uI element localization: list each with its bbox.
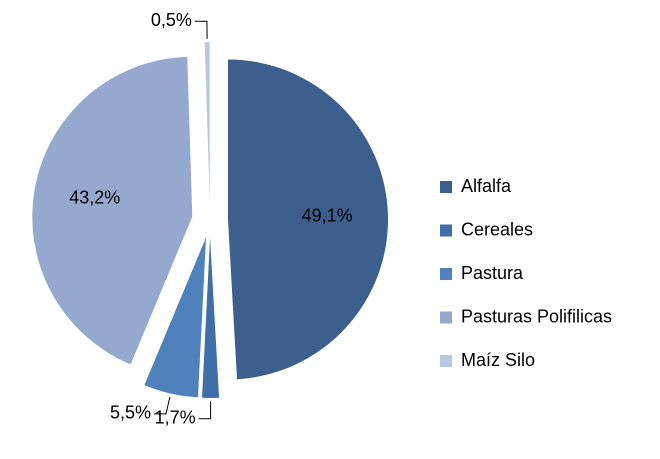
pie-slice [204,42,210,203]
data-label: 0,5% [151,10,192,30]
leader-line [154,396,171,415]
legend-swatch [440,224,452,237]
pie-slice [32,56,193,365]
pie-slice [144,237,207,398]
legend-label: Pastura [461,263,524,283]
legend-swatch [440,181,452,193]
leader-line [194,20,208,39]
legend-label: Maíz Silo [461,350,535,370]
data-label: 5,5% [110,403,151,423]
pie-slice [202,237,220,398]
legend-swatch [440,355,452,367]
legend-label: Cereales [461,219,533,239]
pie-slice [227,59,388,380]
data-label: 49,1% [302,205,353,225]
legend-swatch [440,311,452,324]
legend-label: Alfalfa [461,176,512,196]
legend-swatch [440,268,452,280]
legend-label: Pasturas Polifilicas [461,306,612,326]
leader-line [198,401,212,420]
data-label: 43,2% [69,188,120,208]
data-label: 1,7% [155,408,196,428]
